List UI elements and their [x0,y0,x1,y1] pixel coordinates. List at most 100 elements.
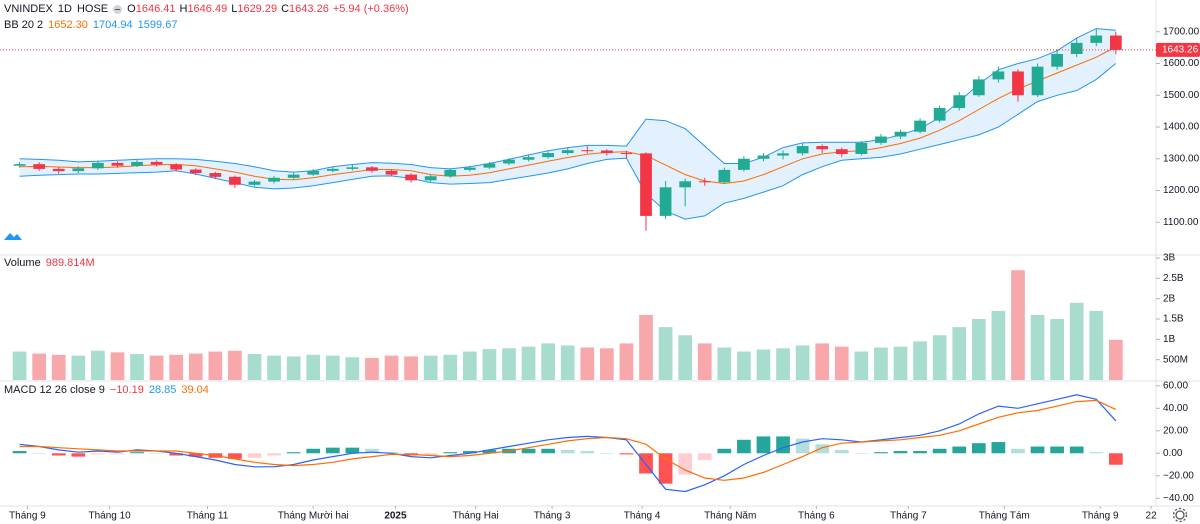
candle-body [659,187,672,216]
candle-body [796,146,809,154]
candle-body [366,167,378,171]
candle-body [1012,71,1024,96]
volume-bar [1030,314,1045,380]
macd-histogram-bar [1050,446,1064,454]
candle-body [679,181,692,188]
macd-histogram-bar [130,452,144,454]
y-tick-label: 0.00 [1163,448,1183,459]
candle-body [444,169,457,177]
symbol[interactable]: VNINDEX [4,3,53,15]
volume-bar [482,349,497,380]
y-tick-label: −20.00 [1163,470,1194,481]
macd-histogram-bar [71,453,86,457]
macd-histogram-bar [32,453,47,454]
volume-bar [1089,310,1104,380]
macd-histogram-bar [1089,452,1104,454]
ohlc-value: 1646.41 [135,3,176,15]
y-tick-label: −40.00 [1163,493,1194,504]
volume-bar [795,345,810,380]
y-tick-label: 1400.00 [1163,122,1200,133]
volume-bar [149,355,164,380]
bb-value: 1599.67 [137,19,178,31]
macd-histogram-bar [737,439,751,454]
volume-bar [247,353,262,380]
macd-histogram-bar [1011,448,1025,454]
macd-histogram-bar [188,453,203,457]
candle-body [463,167,476,170]
macd-histogram-bar [932,448,947,454]
volume-bar [443,354,458,380]
gear-teeth[interactable] [1172,507,1188,523]
volume-bar [502,348,516,380]
volume-bar [169,354,184,380]
macd-histogram-bar [228,453,242,459]
y-tick-label: 1300.00 [1163,153,1200,164]
volume-bar [1050,319,1064,380]
volume-bar [854,351,869,380]
candle-body [914,120,926,132]
macd-histogram-bar [306,448,321,454]
volume-label[interactable]: Volume [4,257,41,269]
volume-bar [1011,270,1025,380]
ohlc: O1646.41 H1646.49 L1629.29 C1643.26 +5.9… [127,3,409,15]
volume-bar [208,351,223,380]
y-tick-label: 1B [1163,334,1176,345]
macd-histogram-bar [952,446,967,454]
y-tick-label: 1500.00 [1163,90,1200,101]
volume-bar [521,346,536,380]
candle-body [581,150,594,152]
macd-histogram-bar [678,453,693,475]
macd-histogram-bar [580,451,595,454]
candle-body [953,95,966,108]
macd-histogram-bar [51,453,66,456]
collapse-button[interactable] [113,4,123,14]
macd-value: −10.19 [109,384,144,396]
macd-histogram-bar [795,438,810,454]
volume-bar [267,355,281,380]
candle-body [992,71,1005,80]
bb-label[interactable]: BB 20 2 [4,19,44,31]
candle-body [307,170,320,175]
candle-body [522,157,535,160]
ohlc-key: H [179,3,188,15]
macd-histogram-bar [913,451,927,454]
macd-histogram-bar [893,451,908,454]
y-tick-label: 20.00 [1163,425,1188,436]
macd-value: 39.04 [181,384,209,396]
x-tick-label: Tháng Tám [979,511,1030,522]
macd-histogram-bar [365,448,379,454]
candle-body [13,164,26,166]
volume-bar [286,356,301,380]
settings-icon[interactable] [1172,507,1188,523]
candle-body [248,181,261,185]
candle-body [1090,35,1103,43]
candle-body [1109,35,1122,50]
volume-bar [913,341,927,380]
macd-histogram-bar [600,453,614,454]
candle-body [777,153,789,156]
interval[interactable]: 1D [57,3,72,15]
volume-bar [971,319,986,380]
macd-histogram-bar [756,436,771,454]
y-tick-label: 1700.00 [1163,26,1200,37]
macd-histogram-bar [776,436,790,454]
candle-body [33,164,46,169]
candle-body [561,150,574,154]
macd-histogram-bar [1069,446,1084,454]
gear[interactable] [1175,510,1185,520]
macd-histogram-bar [1030,446,1045,454]
candle-body [816,146,829,150]
macd-histogram-bar [325,447,340,454]
volume-bar [560,345,575,380]
bb-value: 1652.30 [48,19,88,31]
y-tick-label: 500M [1163,354,1188,365]
candle-body [229,176,241,185]
macd-histogram-bar [91,453,105,455]
logo-shape [4,233,22,240]
volume-bar [130,353,144,380]
volume-bar [600,348,614,380]
candle-body [170,164,183,170]
candle-body [1031,66,1044,96]
macd-label[interactable]: MACD 12 26 close 9 [4,384,105,396]
candle-body [640,153,652,216]
